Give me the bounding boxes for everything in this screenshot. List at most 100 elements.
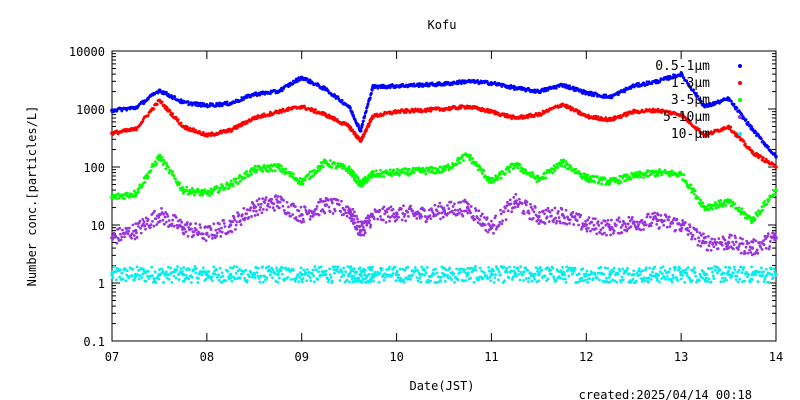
scatter-point (528, 171, 532, 175)
scatter-point (325, 203, 329, 207)
scatter-point (612, 266, 616, 270)
scatter-point (763, 199, 767, 203)
scatter-point (401, 267, 405, 271)
scatter-point (117, 196, 121, 200)
scatter-point (134, 222, 138, 226)
scatter-point (482, 169, 486, 172)
scatter-point (656, 278, 659, 282)
scatter-point (513, 271, 517, 274)
scatter-point (273, 208, 276, 212)
scatter-point (736, 280, 740, 284)
scatter-point (359, 230, 362, 234)
scatter-point (321, 87, 325, 91)
scatter-point (277, 276, 281, 280)
scatter-point (178, 181, 182, 185)
scatter-point (599, 228, 603, 232)
scatter-point (548, 210, 552, 214)
scatter-point (641, 269, 645, 273)
scatter-point (580, 227, 583, 231)
scatter-point (624, 179, 628, 183)
scatter-point (209, 134, 213, 138)
scatter-point (676, 278, 680, 282)
scatter-point (688, 276, 691, 280)
scatter-point (650, 274, 654, 278)
scatter-point (637, 223, 640, 227)
scatter-point (305, 77, 309, 81)
scatter-point (274, 194, 278, 198)
scatter-point (360, 233, 364, 237)
scatter-point (174, 177, 177, 181)
scatter-point (769, 240, 772, 243)
scatter-point (697, 236, 700, 240)
scatter-point (586, 218, 590, 222)
scatter-point (521, 273, 525, 277)
data-point (276, 272, 280, 277)
scatter-point (160, 267, 163, 271)
scatter-point (243, 216, 247, 220)
scatter-point (414, 266, 417, 269)
scatter-point (455, 267, 458, 271)
scatter-point (615, 280, 619, 284)
scatter-point (693, 189, 697, 193)
scatter-point (474, 160, 478, 164)
scatter-point (486, 175, 490, 179)
scatter-point (556, 210, 560, 213)
scatter-point (620, 275, 624, 279)
scatter-point (771, 276, 775, 279)
scatter-point (248, 275, 251, 279)
scatter-point (397, 168, 401, 172)
scatter-point (497, 278, 500, 282)
scatter-point (185, 185, 189, 189)
scatter-point (591, 117, 595, 121)
scatter-point (575, 219, 579, 222)
scatter-point (366, 104, 369, 108)
scatter-point (365, 128, 369, 132)
scatter-point (478, 164, 481, 168)
scatter-point (400, 218, 404, 222)
scatter-point (644, 223, 648, 227)
scatter-point (344, 270, 348, 274)
scatter-point (531, 216, 535, 220)
scatter-point (559, 269, 563, 273)
scatter-point (333, 265, 337, 269)
scatter-point (559, 276, 562, 280)
scatter-point (238, 179, 242, 183)
scatter-point (499, 212, 503, 216)
scatter-point (176, 265, 179, 268)
scatter-point (182, 266, 186, 269)
scatter-point (540, 268, 544, 272)
scatter-point (412, 110, 416, 114)
scatter-point (149, 169, 153, 173)
scatter-point (507, 167, 511, 171)
scatter-point (560, 164, 564, 168)
scatter-point (417, 271, 421, 275)
scatter-point (180, 220, 184, 224)
scatter-point (218, 222, 221, 226)
scatter-point (368, 219, 371, 222)
scatter-point (261, 170, 265, 173)
scatter-point (651, 270, 654, 274)
scatter-point (567, 274, 571, 278)
scatter-point (625, 269, 629, 272)
scatter-point (614, 223, 618, 227)
scatter-point (235, 265, 239, 269)
scatter-point (220, 230, 224, 234)
scatter-point (669, 278, 673, 282)
scatter-point (280, 272, 284, 276)
scatter-point (213, 272, 217, 276)
scatter-point (770, 273, 774, 277)
scatter-point (493, 276, 497, 280)
scatter-point (307, 172, 311, 176)
scatter-point (699, 204, 703, 208)
scatter-point (598, 278, 601, 282)
scatter-point (759, 155, 763, 159)
scatter-point (123, 197, 126, 201)
scatter-point (505, 266, 509, 270)
scatter-point (257, 203, 260, 206)
scatter-point (455, 213, 459, 217)
scatter-point (139, 231, 143, 235)
scatter-point (688, 225, 692, 229)
scatter-point (584, 278, 587, 282)
scatter-point (167, 171, 171, 175)
scatter-point (135, 235, 139, 239)
